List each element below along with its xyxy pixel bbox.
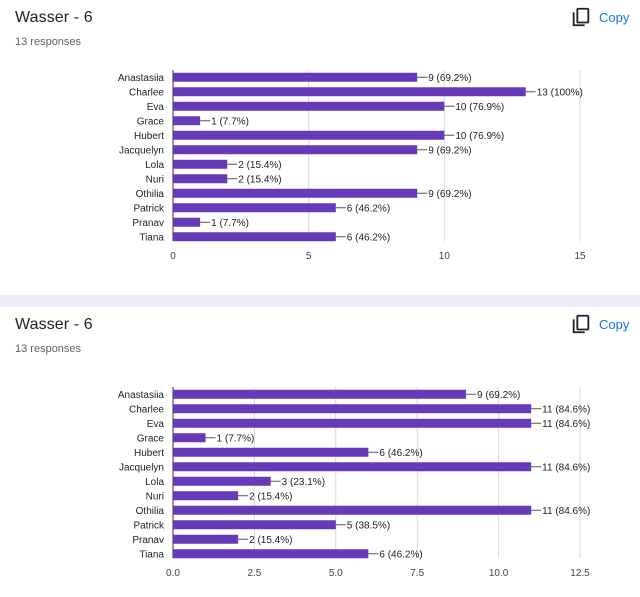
- copy-label: Copy: [599, 9, 630, 25]
- value-label: 10 (76.9%): [455, 102, 504, 113]
- category-label: Othilia: [136, 189, 165, 200]
- value-label: 9 (69.2%): [428, 189, 471, 200]
- category-label: Hubert: [134, 448, 164, 459]
- value-label: 6 (46.2%): [347, 232, 390, 243]
- bar[interactable]: [173, 174, 228, 184]
- value-label: 6 (46.2%): [379, 448, 422, 459]
- category-label: Eva: [147, 102, 165, 113]
- bar[interactable]: [173, 520, 336, 530]
- value-label: 2 (15.4%): [249, 535, 292, 546]
- value-label: 13 (100%): [537, 87, 583, 98]
- bar[interactable]: [173, 87, 526, 97]
- category-label: Othilia: [136, 506, 165, 517]
- value-label: 11 (84.6%): [542, 419, 590, 430]
- copy-icon: [572, 314, 590, 334]
- value-label: 9 (69.2%): [428, 145, 471, 156]
- value-label: 1 (7.7%): [211, 116, 249, 127]
- value-label: 10 (76.9%): [455, 131, 504, 142]
- bar[interactable]: [173, 433, 206, 443]
- value-label: 11 (84.6%): [542, 506, 590, 517]
- category-label: Patrick: [133, 203, 165, 214]
- tick-label: 10.0: [489, 568, 509, 579]
- bar[interactable]: [173, 491, 239, 501]
- bar[interactable]: [173, 232, 336, 242]
- value-label: 11 (84.6%): [542, 462, 590, 473]
- bar-chart: Anastasiia 9 (69.2%) Charlee 13 (100%) Eva 10…: [118, 70, 586, 262]
- copy-chart-button[interactable]: Copy: [570, 6, 629, 28]
- category-label: Jacquelyn: [119, 145, 164, 156]
- question-card: Wasser - 6 13 responses Copy Anastasiia 9…: [0, 0, 640, 295]
- bar[interactable]: [173, 476, 271, 486]
- bar[interactable]: [173, 447, 369, 457]
- tick-label: 15: [574, 251, 586, 262]
- category-label: Charlee: [129, 87, 164, 98]
- category-label: Nuri: [146, 491, 164, 502]
- value-label: 6 (46.2%): [379, 549, 422, 560]
- value-label: 2 (15.4%): [238, 174, 281, 185]
- bar[interactable]: [173, 159, 228, 169]
- category-label: Grace: [137, 433, 165, 444]
- value-label: 2 (15.4%): [249, 491, 292, 502]
- value-label: 6 (46.2%): [347, 203, 390, 214]
- bar[interactable]: [173, 389, 467, 399]
- category-label: Anastasiia: [118, 73, 165, 84]
- category-label: Jacquelyn: [119, 462, 164, 473]
- category-label: Nuri: [146, 174, 164, 185]
- value-label: 3 (23.1%): [282, 477, 325, 488]
- tick-label: 5.0: [329, 568, 343, 579]
- bar-chart: Anastasiia 9 (69.2%) Charlee 11 (84.6%) Eva 1…: [118, 387, 590, 579]
- tick-label: 7.5: [410, 568, 424, 579]
- copy-icon: [572, 7, 590, 27]
- bar[interactable]: [173, 404, 532, 414]
- category-label: Charlee: [129, 404, 164, 415]
- copy-label: Copy: [599, 316, 630, 332]
- value-label: 11 (84.6%): [542, 404, 590, 415]
- bar[interactable]: [173, 534, 239, 544]
- bar[interactable]: [173, 116, 201, 126]
- question-card: Wasser - 6 13 responses Copy Anastasiia 9…: [0, 307, 640, 597]
- question-title: Wasser - 6: [15, 9, 93, 26]
- bar[interactable]: [173, 203, 336, 213]
- bar[interactable]: [173, 188, 418, 198]
- category-label: Pranav: [132, 218, 164, 229]
- value-label: 2 (15.4%): [238, 160, 281, 171]
- value-label: 9 (69.2%): [428, 73, 471, 84]
- category-label: Tiana: [139, 549, 164, 560]
- category-label: Lola: [145, 477, 164, 488]
- bar[interactable]: [173, 130, 445, 140]
- value-label: 5 (38.5%): [347, 520, 390, 531]
- category-label: Grace: [137, 116, 165, 127]
- response-count: 13 responses: [15, 36, 82, 48]
- category-label: Patrick: [133, 520, 165, 531]
- value-label: 1 (7.7%): [211, 218, 249, 229]
- bar[interactable]: [173, 101, 445, 111]
- category-label: Lola: [145, 160, 164, 171]
- tick-label: 2.5: [247, 568, 261, 579]
- tick-label: 5: [306, 251, 312, 262]
- bar[interactable]: [173, 549, 369, 559]
- bar[interactable]: [173, 418, 532, 428]
- bar[interactable]: [173, 217, 201, 227]
- value-label: 1 (7.7%): [217, 433, 255, 444]
- tick-label: 12.5: [570, 568, 590, 579]
- bar[interactable]: [173, 462, 532, 472]
- copy-chart-button[interactable]: Copy: [570, 313, 629, 335]
- category-label: Hubert: [134, 131, 164, 142]
- question-title: Wasser - 6: [15, 316, 93, 333]
- response-count: 13 responses: [15, 343, 82, 355]
- category-label: Eva: [147, 419, 165, 430]
- bar[interactable]: [173, 72, 418, 82]
- category-label: Tiana: [139, 232, 164, 243]
- bar[interactable]: [173, 505, 532, 515]
- tick-label: 10: [439, 251, 451, 262]
- tick-label: 0: [170, 251, 176, 262]
- category-label: Pranav: [132, 535, 164, 546]
- value-label: 9 (69.2%): [477, 390, 520, 401]
- category-label: Anastasiia: [118, 390, 165, 401]
- bar[interactable]: [173, 145, 418, 155]
- tick-label: 0.0: [166, 568, 180, 579]
